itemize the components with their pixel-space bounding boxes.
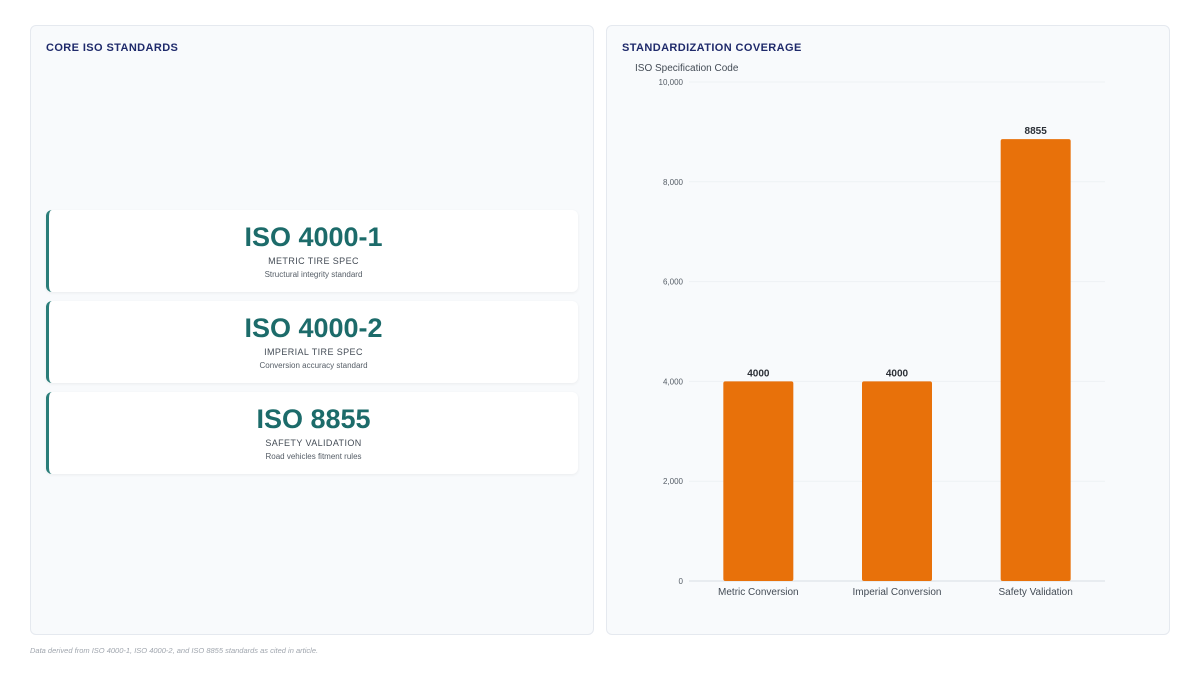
standard-code: ISO 4000-1 [244, 222, 383, 252]
y-tick-label: 0 [679, 577, 684, 586]
y-tick-label: 4,000 [663, 377, 684, 386]
standard-name: SAFETY VALIDATION [265, 438, 362, 448]
bar-safety-validation [1000, 139, 1071, 581]
standard-code: ISO 4000-2 [244, 313, 383, 343]
standard-description: Conversion accuracy standard [259, 361, 368, 370]
y-tick-label: 6,000 [663, 278, 684, 287]
standard-name: IMPERIAL TIRE SPEC [264, 347, 363, 357]
x-tick-label: Imperial Conversion [853, 587, 942, 598]
standard-description: Structural integrity standard [264, 270, 363, 279]
footnote: Data derived from ISO 4000-1, ISO 4000-2… [30, 646, 319, 655]
standard-description: Road vehicles fitment rules [265, 452, 362, 461]
standard-card-iso-4000-2: ISO 4000-2 IMPERIAL TIRE SPEC Conversion… [46, 301, 578, 383]
y-tick-label: 10,000 [659, 78, 684, 87]
bar-chart: 0 2,000 4,000 6,000 8,000 10,000 4000 Metric Co… [659, 78, 1105, 598]
standard-card-iso-8855: ISO 8855 SAFETY VALIDATION Road vehicles… [46, 392, 578, 474]
coverage-chart-panel: STANDARDIZATION COVERAGE ISO Specificati… [606, 25, 1170, 635]
standard-card-iso-4000-1: ISO 4000-1 METRIC TIRE SPEC Structural i… [46, 210, 578, 292]
y-tick-label: 2,000 [663, 477, 684, 486]
core-standards-panel: CORE ISO STANDARDS ISO 4000-1 METRIC TIR… [30, 25, 594, 635]
y-tick-label: 8,000 [663, 178, 684, 187]
chart-title: STANDARDIZATION COVERAGE [622, 42, 802, 54]
bar-imperial-conversion [862, 381, 932, 581]
standard-name: METRIC TIRE SPEC [268, 256, 359, 266]
x-tick-label: Safety Validation [999, 587, 1073, 598]
data-label: 4000 [747, 368, 770, 379]
core-standards-title: CORE ISO STANDARDS [46, 42, 179, 54]
data-label: 8855 [1025, 126, 1048, 137]
bar-metric-conversion [723, 381, 794, 581]
x-tick-label: Metric Conversion [718, 587, 799, 598]
y-axis-label: ISO Specification Code [635, 63, 739, 74]
standard-code: ISO 8855 [256, 404, 371, 434]
data-label: 4000 [886, 368, 909, 379]
